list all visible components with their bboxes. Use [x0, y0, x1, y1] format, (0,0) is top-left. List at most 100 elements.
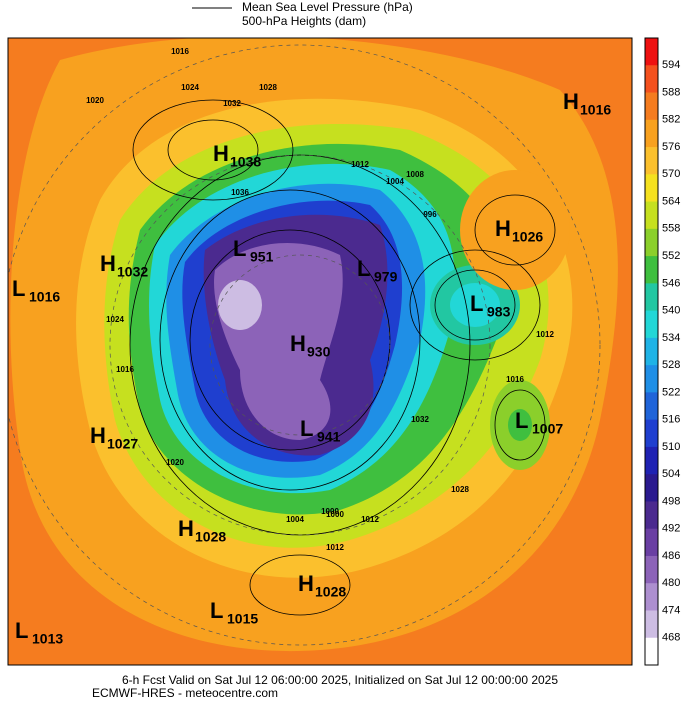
pressure-center-letter: L: [515, 408, 528, 433]
map: [8, 38, 632, 665]
pressure-center-value: 1013: [32, 631, 63, 647]
colorbar-label: 522: [662, 386, 680, 398]
legend-text: 500-hPa Heights (dam): [242, 14, 366, 28]
pressure-center-value: 1016: [580, 102, 611, 118]
pressure-center-value: 930: [307, 344, 331, 360]
contour-label: 1032: [223, 99, 241, 108]
colorbar-swatch: [645, 92, 658, 121]
colorbar-label: 480: [662, 577, 680, 589]
pressure-center-letter: L: [357, 256, 370, 281]
pressure-center-letter: L: [12, 276, 25, 301]
contour-label: 1032: [411, 415, 429, 424]
colorbar-label: 486: [662, 550, 680, 562]
contour-label: 1020: [86, 96, 104, 105]
contour-label: 1024: [106, 315, 124, 324]
pressure-center-letter: L: [233, 236, 246, 261]
pressure-center-letter: L: [15, 618, 28, 643]
pressure-center-value: 979: [374, 269, 398, 285]
colorbar-label: 594: [662, 59, 680, 71]
colorbar-swatch: [645, 501, 658, 530]
pressure-center-value: 1032: [117, 264, 148, 280]
pressure-center-letter: H: [290, 331, 306, 356]
colorbar-swatch: [645, 119, 658, 148]
colorbar-swatch: [645, 446, 658, 475]
contour-label: 1004: [386, 177, 404, 186]
colorbar-label: 588: [662, 86, 680, 98]
contour-label: 1036: [231, 188, 249, 197]
pressure-center-value: 1027: [107, 436, 138, 452]
pressure-center-value: 1028: [315, 584, 346, 600]
contour-label: 1012: [536, 330, 554, 339]
contour-label: 1012: [361, 515, 379, 524]
pressure-center-letter: H: [495, 216, 511, 241]
contour-label: 1000: [321, 507, 339, 516]
colorbar-swatch: [645, 555, 658, 584]
map-frame: [7, 37, 633, 666]
contour-label: 1012: [326, 543, 344, 552]
contour-label: 996: [423, 210, 437, 219]
colorbar-label: 570: [662, 168, 680, 180]
footer-text: 6-h Fcst Valid on Sat Jul 12 06:00:00 20…: [122, 673, 558, 687]
colorbar-label: 558: [662, 223, 680, 235]
contour-label: 1004: [286, 515, 304, 524]
pressure-center-value: 941: [317, 429, 341, 445]
colorbar-swatch: [645, 419, 658, 448]
colorbar-label: 510: [662, 441, 680, 453]
colorbar-swatch: [645, 174, 658, 203]
pressure-center-letter: L: [470, 291, 483, 316]
colorbar-swatch: [645, 38, 658, 66]
colorbar-swatch: [645, 337, 658, 366]
pressure-center-value: 1038: [230, 154, 261, 170]
colorbar-swatch: [645, 310, 658, 339]
colorbar-label: 576: [662, 141, 680, 153]
pressure-center-letter: H: [178, 516, 194, 541]
contour-label: 1020: [166, 458, 184, 467]
colorbar-swatch: [645, 365, 658, 393]
colorbar-swatch: [645, 147, 658, 175]
pressure-center-value: 983: [487, 304, 511, 320]
pressure-center-value: 951: [250, 249, 274, 265]
colorbar-swatch: [645, 528, 658, 557]
pressure-center-value: 1015: [227, 611, 258, 627]
pressure-center-letter: H: [213, 141, 229, 166]
colorbar-swatch: [645, 392, 658, 421]
colorbar-swatch: [645, 201, 658, 230]
colorbar-label: 498: [662, 495, 680, 507]
colorbar-swatch: [645, 228, 658, 257]
pressure-center-letter: H: [90, 423, 106, 448]
pressure-center-value: 1007: [532, 421, 563, 437]
contour-label: 1016: [171, 47, 189, 56]
contour-label: 1012: [351, 160, 369, 169]
contour-label: 1008: [406, 170, 424, 179]
contour-label: 1024: [181, 83, 199, 92]
pressure-center-letter: L: [300, 416, 313, 441]
pressure-center-letter: H: [563, 89, 579, 114]
colorbar-frame: [644, 37, 659, 666]
pressure-center-letter: H: [298, 571, 314, 596]
colorbar-label: 534: [662, 332, 680, 344]
footer-text: ECMWF-HRES - meteocentre.com: [92, 686, 278, 700]
contour-label: 1016: [116, 365, 134, 374]
legend-text: Mean Sea Level Pressure (hPa): [242, 0, 413, 14]
colorbar-swatch: [645, 65, 658, 94]
colorbar-label: 546: [662, 277, 680, 289]
colorbar-label: 564: [662, 195, 680, 207]
contour-label: 1028: [259, 83, 277, 92]
colorbar-label: 468: [662, 632, 680, 644]
colorbar-swatch: [645, 474, 658, 502]
colorbar-label: 528: [662, 359, 680, 371]
pressure-center-letter: H: [100, 251, 116, 276]
pressure-center-value: 1016: [29, 289, 60, 305]
contour-label: 1016: [506, 375, 524, 384]
pressure-center-value: 1026: [512, 229, 543, 245]
colorbar-swatch: [645, 637, 658, 666]
colorbar-label: 504: [662, 468, 680, 480]
colorbar-label: 552: [662, 250, 680, 262]
colorbar-label: 516: [662, 414, 680, 426]
colorbar-swatch: [645, 610, 658, 639]
colorbar-label: 540: [662, 305, 680, 317]
colorbar-swatch: [645, 283, 658, 312]
pressure-center-letter: L: [210, 598, 223, 623]
colorbar-swatch: [645, 583, 658, 611]
